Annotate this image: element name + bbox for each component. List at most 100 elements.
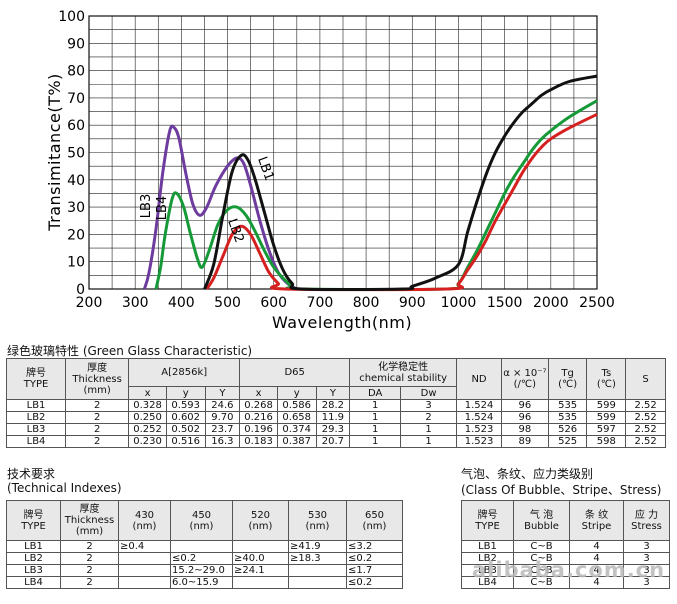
table-row: LB1 C~B 4 3 [461, 540, 670, 553]
table-cell: 0.230 [128, 435, 167, 448]
x-tick-label: 400 [168, 295, 195, 311]
table-cell: 1.523 [456, 435, 502, 448]
table-cell: 1 [400, 423, 458, 436]
table-cell: 0.183 [239, 435, 278, 448]
table-cell: 2 [65, 435, 130, 448]
table-cell [288, 576, 347, 589]
t2-520-header: 520 (nm) [232, 500, 289, 541]
table-cell: 2 [65, 423, 130, 436]
x-axis-label: Wavelength(nm) [272, 313, 412, 332]
table-cell: ≤0.2 [346, 552, 403, 565]
table-cell: 0.658 [276, 411, 317, 424]
col-a-x: x [128, 386, 167, 400]
table-cell: 535 [547, 411, 588, 424]
y-tick-label: 70 [67, 91, 85, 107]
x-tick-label: 800 [353, 295, 380, 311]
y-axis-label: Transimitance(T%) [45, 73, 64, 232]
table2-title-en: (Technical Indexes) [7, 481, 122, 495]
col-d65-header: D65 [239, 358, 351, 387]
table-cell: 2 [65, 411, 130, 424]
class-table: 牌号 TYPE 气 泡 Bubble 条 纹 Stripe 应 力 Stress LB1… [461, 500, 670, 589]
table-row: LB4 2 6.0~15.9 ≤0.2 [6, 576, 403, 589]
table-cell [288, 564, 347, 577]
table-cell: 0.516 [165, 435, 206, 448]
table-cell: C~B [513, 540, 570, 553]
table-cell: ≤1.7 [346, 564, 403, 577]
t2-450-header: 450 (nm) [170, 500, 233, 541]
col-da: DA [349, 386, 402, 400]
x-tick-label: 2500 [579, 295, 615, 311]
table-cell: LB4 [5, 435, 67, 448]
col-d-y: y [276, 386, 317, 400]
table-row: LB3 2 0.252 0.502 23.7 0.196 0.374 29.3 1 1 1.523 9… [5, 423, 666, 436]
watermark: alibaba.com.cn [472, 558, 666, 582]
table-cell: 4 [569, 540, 624, 553]
green-glass-table: 牌号 TYPE 厚度 Thickness (mm) A[2856k] D65 化学稳定… [5, 358, 666, 448]
table-cell: 0.216 [239, 411, 278, 424]
table-cell: 2.52 [625, 399, 666, 412]
table-row: LB1 2 ≥0.4 ≥41.9 ≤3.2 [6, 540, 403, 553]
table-cell: LB2 [5, 411, 67, 424]
y-tick-label: 20 [67, 227, 85, 243]
table-cell: 1.524 [456, 399, 502, 412]
t2-530-header: 530 (nm) [288, 500, 347, 541]
table-cell: 29.3 [315, 423, 351, 436]
table-cell: 2 [65, 399, 130, 412]
table-row: LB2 2 0.250 0.602 9.70 0.216 0.658 11.9 1 2 1.524 9… [5, 411, 666, 424]
chart-series [142, 74, 598, 292]
table-cell: 0.252 [128, 423, 167, 436]
table-cell [118, 576, 171, 589]
table-cell: 0.593 [165, 399, 206, 412]
table-cell: 525 [547, 435, 588, 448]
table-cell: 89 [500, 435, 549, 448]
curve-label-lb1: LB1 [254, 155, 276, 183]
table-cell: 598 [586, 435, 627, 448]
table-cell: ≥41.9 [288, 540, 347, 553]
technical-indexes-table: 牌号 TYPE 厚度 Thickness (mm) 430 (nm) 450 (nm) 5… [6, 500, 403, 589]
col-a-Y: Y [204, 386, 241, 400]
table-cell: 599 [586, 399, 627, 412]
table-cell: 0.374 [276, 423, 317, 436]
table-cell [118, 564, 171, 577]
table-cell: 1.523 [456, 423, 502, 436]
table-cell: 96 [500, 399, 549, 412]
table-cell: 535 [547, 399, 588, 412]
x-tick-label: 2000 [533, 295, 569, 311]
y-tick-label: 100 [58, 9, 85, 25]
curve-label-lb3: LB3 [139, 194, 154, 218]
y-tick-label: 10 [67, 255, 85, 271]
t2-650-header: 650 (nm) [346, 500, 403, 541]
t2-430-header: 430 (nm) [118, 500, 171, 541]
chart-grid [88, 15, 598, 290]
table-cell: 3 [623, 540, 670, 553]
col-dw: Dw [400, 386, 458, 400]
y-tick-label: 80 [67, 64, 85, 80]
table-cell: LB1 [6, 540, 61, 553]
table-cell: ≥24.1 [232, 564, 289, 577]
table-cell: 2 [400, 411, 458, 424]
table-row: LB4 C~B 4 3 [461, 576, 670, 589]
curve-label-lb4: LB4 [155, 196, 170, 220]
table-cell: 16.3 [204, 435, 241, 448]
table-cell: 2 [60, 552, 119, 565]
table-cell: 2.52 [625, 435, 666, 448]
y-tick-label: 60 [67, 118, 85, 134]
x-tick-label: 900 [399, 295, 426, 311]
col-type-header: 牌号 TYPE [5, 358, 67, 400]
series-lb2-line [205, 112, 598, 292]
table-cell: 1 [349, 435, 402, 448]
table-cell: LB2 [6, 552, 61, 565]
table-cell: 0.586 [276, 399, 317, 412]
table-cell: 1.524 [456, 411, 502, 424]
table-cell: ≤3.2 [346, 540, 403, 553]
table-cell: 0.502 [165, 423, 206, 436]
table-cell: 0.328 [128, 399, 167, 412]
table-cell: 15.2~29.0 [170, 564, 233, 577]
col-tg-header: Tg (℃) [547, 358, 588, 400]
table-cell: 1 [349, 423, 402, 436]
table-row: LB2 2 ≤0.2 ≥40.0 ≥18.3 ≤0.2 [6, 552, 403, 565]
col-alpha-header: α × 10⁻⁷ (/℃) [500, 358, 549, 400]
table-cell: 2 [60, 540, 119, 553]
table-cell: ≤0.2 [346, 576, 403, 589]
x-tick-label: 600 [260, 295, 287, 311]
